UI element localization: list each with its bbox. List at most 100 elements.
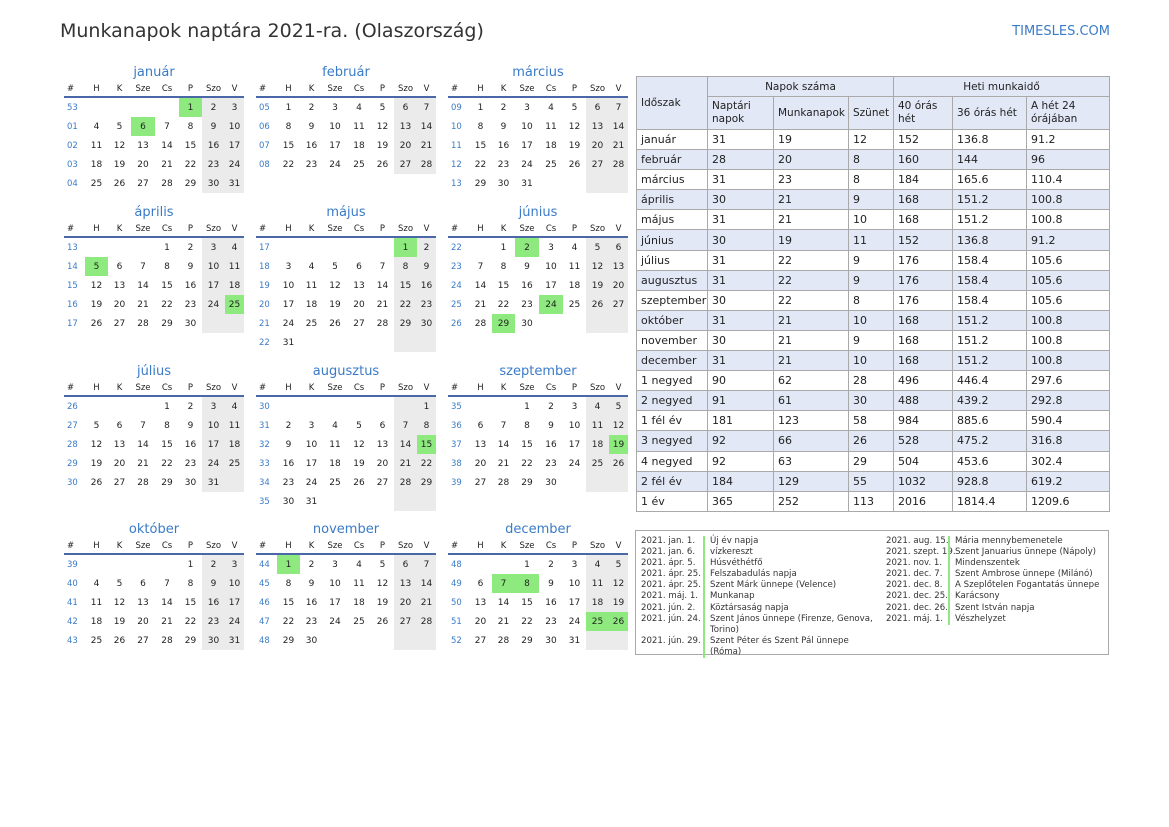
week-row: 07 15 16 17 18 19 20 21 — [256, 136, 436, 155]
holiday-marker — [948, 536, 950, 548]
day-cell: 26 — [376, 159, 389, 170]
day-cell: 13 — [113, 280, 126, 291]
day-cell — [417, 333, 436, 352]
day-cell: 16 — [305, 597, 318, 608]
day-cell: 24 — [329, 159, 341, 170]
day-cell — [323, 333, 347, 352]
holiday-marker — [703, 580, 705, 592]
holiday-date: 2021. máj. 1. — [641, 591, 699, 602]
week-row: 22 1 2 3 4 5 6 — [448, 237, 628, 257]
day-cell: 20 — [137, 159, 149, 170]
weekday-header: V — [225, 539, 244, 555]
week-row: 16 19 20 21 22 23 24 25 — [64, 295, 244, 314]
day-cell: 2 — [202, 554, 225, 574]
holiday-date: 2021. jan. 6. — [641, 547, 696, 558]
day-cell — [609, 473, 628, 492]
period-cell: november — [636, 329, 708, 352]
day-cell: 30 — [521, 318, 533, 329]
day-cell: 21 — [497, 458, 510, 469]
weekday-header: Sze — [131, 222, 155, 238]
day-cell: 1 — [394, 237, 417, 257]
day-cell: 6 — [356, 261, 362, 272]
day-cell: 29 — [394, 314, 417, 333]
stats-cell: 10 — [848, 209, 894, 231]
day-cell: 4 — [586, 396, 609, 416]
day-cell: 31 — [282, 337, 295, 348]
day-cell: 23 — [497, 159, 510, 170]
brand-link[interactable]: TIMESLES.COM — [1012, 24, 1110, 39]
week-row: 50 13 14 15 16 17 18 19 — [448, 593, 628, 612]
week-number: 32 — [259, 439, 270, 450]
week-row: 04 25 26 27 28 29 30 31 — [64, 174, 244, 193]
day-cell: 6 — [140, 578, 146, 589]
weekday-header: Cs — [155, 222, 179, 238]
month-calendar: január # H K Sze Cs P Szo V 53 1 2 3 01 4 5 6 7 8 9 10 02 11 12… — [64, 64, 244, 193]
day-cell: 15 — [417, 435, 436, 454]
weekday-header: P — [563, 381, 586, 397]
day-cell: 4 — [308, 261, 315, 272]
day-cell: 28 — [394, 473, 417, 492]
week-row: 14 5 6 7 8 9 10 11 — [64, 257, 244, 276]
holiday-marker — [703, 635, 705, 659]
week-number: 29 — [67, 458, 78, 469]
day-cell — [347, 492, 371, 511]
day-cell: 26 — [353, 477, 365, 488]
day-cell: 18 — [305, 299, 318, 310]
day-cell: 5 — [85, 257, 108, 276]
day-cell: 28 — [417, 612, 436, 631]
day-cell: 9 — [187, 261, 194, 272]
weekday-header: Cs — [347, 539, 371, 555]
day-cell: 26 — [329, 318, 341, 329]
day-cell — [492, 396, 515, 416]
month-calendar: május # H K Sze Cs P Szo V 17 1 2 18 3 4 5 6 7 8 9 19 10 11 12 1… — [256, 204, 436, 352]
day-cell — [609, 631, 628, 650]
weekday-header: # — [448, 222, 469, 238]
period-cell: 1 negyed — [636, 370, 708, 392]
weekday-header: H — [469, 222, 492, 238]
day-cell: 29 — [184, 635, 197, 646]
holiday-item: 2021. nov. 1. Mindenszentek — [886, 558, 1106, 570]
day-cell: 19 — [329, 299, 341, 310]
stats-row: november 30 21 9 168 151.2 100.8 — [636, 329, 1111, 352]
day-cell: 12 — [329, 280, 341, 291]
day-cell: 5 — [379, 559, 386, 570]
holiday-item: 2021. dec. 8. A Szeplőtelen Fogantatás ün… — [886, 580, 1106, 592]
day-cell: 19 — [609, 435, 628, 454]
month-table: # H K Sze Cs P Szo V 35 1 2 3 4 5 36 6 7 8 9 10 11 12 37 13 14 15… — [448, 381, 628, 492]
holiday-name: Mindenszentek — [955, 558, 1020, 569]
stats-cell: 885.6 — [952, 410, 1027, 432]
holiday-name: Húsvéthétfő — [710, 558, 763, 569]
weekday-header: P — [179, 539, 202, 555]
day-cell: 17 — [282, 299, 295, 310]
day-cell: 15 — [521, 439, 533, 450]
day-cell — [131, 554, 155, 574]
day-cell: 5 — [571, 102, 578, 113]
week-number: 11 — [451, 140, 462, 151]
stats-cell: 66 — [773, 430, 849, 452]
day-cell — [609, 314, 628, 333]
day-cell: 11 — [329, 439, 341, 450]
day-cell — [131, 396, 155, 416]
week-number: 12 — [451, 159, 462, 170]
stats-cell: 123 — [773, 410, 849, 432]
day-cell: 15 — [282, 597, 295, 608]
day-cell: 17 — [202, 276, 225, 295]
month-name: február — [322, 65, 370, 80]
week-number: 33 — [259, 458, 270, 469]
day-cell: 31 — [568, 635, 581, 646]
week-number: 39 — [67, 559, 78, 570]
stats-cell: 90 — [707, 370, 774, 392]
day-cell — [586, 314, 609, 333]
day-cell: 8 — [477, 121, 484, 132]
day-cell: 2 — [417, 237, 436, 257]
week-row: 38 20 21 22 23 24 25 26 — [448, 454, 628, 473]
day-cell: 17 — [202, 435, 225, 454]
day-cell: 13 — [474, 439, 487, 450]
stats-cell: 31 — [707, 269, 774, 291]
holiday-marker — [948, 558, 950, 570]
day-cell — [469, 396, 492, 416]
week-number: 23 — [451, 261, 462, 272]
stats-cell: 26 — [848, 430, 894, 452]
stats-cell: 8 — [848, 169, 894, 191]
day-cell: 7 — [140, 420, 146, 431]
